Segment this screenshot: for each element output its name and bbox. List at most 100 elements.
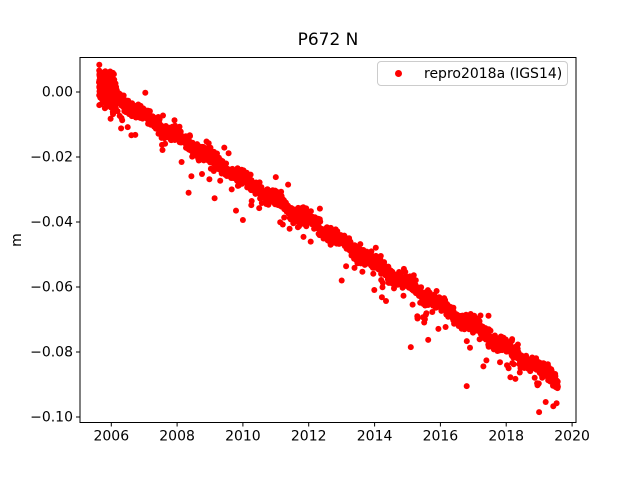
data-point <box>300 233 307 240</box>
data-point <box>96 67 103 74</box>
data-point <box>509 336 516 343</box>
legend: repro2018a (IGS14) <box>377 61 568 86</box>
scatter-series <box>96 61 561 416</box>
data-point <box>162 140 169 147</box>
data-point <box>410 272 417 279</box>
x-tick-label: 2016 <box>423 429 459 445</box>
data-point <box>107 68 114 75</box>
data-point <box>124 124 131 131</box>
data-point <box>178 159 185 165</box>
data-point <box>106 88 113 95</box>
x-tick-label: 2010 <box>225 429 261 445</box>
data-point <box>239 217 246 223</box>
data-point <box>338 277 345 284</box>
data-point <box>379 279 386 286</box>
data-point <box>542 399 549 405</box>
data-point <box>160 112 166 119</box>
data-point <box>418 284 425 291</box>
data-point <box>188 173 195 180</box>
data-point <box>233 207 239 214</box>
data-point <box>96 102 103 109</box>
data-point <box>279 221 286 228</box>
data-point <box>516 369 523 376</box>
data-point <box>480 363 487 370</box>
data-point <box>96 72 103 79</box>
data-point <box>409 301 416 308</box>
data-point <box>383 298 389 304</box>
data-point <box>307 208 314 215</box>
data-point <box>429 309 436 315</box>
y-axis-label: m <box>9 233 25 247</box>
data-point <box>400 292 407 299</box>
data-point <box>435 325 442 332</box>
data-point <box>199 171 205 177</box>
data-point <box>247 171 254 178</box>
data-point <box>407 344 414 351</box>
data-point <box>119 117 126 124</box>
data-point <box>514 341 521 348</box>
data-point <box>106 82 113 89</box>
data-point <box>463 338 470 345</box>
data-point <box>258 200 265 206</box>
x-tick-label: 2008 <box>159 429 195 445</box>
data-point <box>425 336 432 343</box>
data-point <box>100 95 107 102</box>
y-tick-label: −0.04 <box>30 215 73 231</box>
data-point <box>535 380 542 387</box>
data-point <box>433 288 440 294</box>
data-point <box>391 285 397 292</box>
data-point <box>205 140 212 147</box>
data-point <box>110 110 117 117</box>
data-point <box>554 378 561 385</box>
data-point <box>107 115 114 122</box>
data-point <box>377 253 384 259</box>
axes-spines <box>79 57 577 423</box>
data-point <box>412 277 419 284</box>
data-point <box>187 133 193 140</box>
data-point <box>185 189 192 196</box>
data-point <box>248 198 255 204</box>
data-point <box>485 312 492 319</box>
data-point <box>101 99 108 106</box>
data-point <box>343 263 350 270</box>
y-tick-label: −0.02 <box>30 150 73 166</box>
data-point <box>96 84 103 91</box>
x-tick-label: 2006 <box>93 429 129 445</box>
data-point <box>118 125 125 132</box>
data-point <box>368 248 375 255</box>
data-point <box>423 310 430 317</box>
data-point <box>107 77 114 84</box>
data-point <box>286 225 293 232</box>
data-point <box>370 270 377 277</box>
data-point <box>142 89 149 96</box>
data-point <box>467 344 473 351</box>
data-point <box>359 268 366 275</box>
data-point <box>554 383 561 390</box>
data-point <box>171 117 178 124</box>
data-point <box>217 177 224 184</box>
data-point <box>442 324 449 330</box>
data-point <box>507 374 514 381</box>
data-point <box>176 123 183 130</box>
data-point <box>487 327 494 334</box>
x-tick-label: 2012 <box>291 429 327 445</box>
data-point <box>379 284 386 291</box>
y-tick-label: −0.06 <box>30 280 73 296</box>
data-point <box>307 238 314 245</box>
data-point <box>221 144 228 151</box>
data-point <box>316 205 323 212</box>
data-point <box>211 195 218 202</box>
data-point <box>159 147 166 153</box>
data-point <box>531 374 538 381</box>
data-point <box>372 244 379 251</box>
y-tick-label: −0.10 <box>30 410 73 426</box>
data-point <box>256 205 263 212</box>
data-point <box>505 365 512 372</box>
data-point <box>510 361 517 368</box>
data-point <box>351 264 358 271</box>
data-point <box>303 205 310 212</box>
data-point <box>272 174 279 181</box>
data-point <box>378 294 385 301</box>
data-point <box>285 181 292 188</box>
